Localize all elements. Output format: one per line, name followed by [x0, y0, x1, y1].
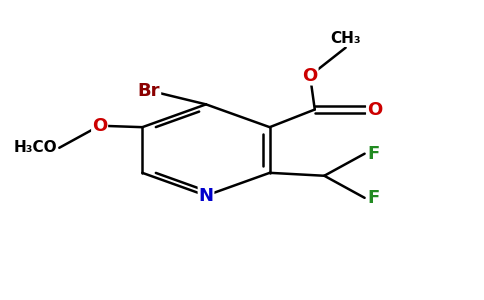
Text: Br: Br [138, 82, 160, 100]
Text: H₃CO: H₃CO [13, 140, 57, 155]
Text: O: O [92, 117, 107, 135]
Text: O: O [367, 100, 382, 118]
Text: F: F [367, 189, 379, 207]
Text: O: O [302, 67, 318, 85]
Text: CH₃: CH₃ [330, 31, 361, 46]
Text: N: N [198, 187, 213, 205]
Text: F: F [367, 145, 379, 163]
